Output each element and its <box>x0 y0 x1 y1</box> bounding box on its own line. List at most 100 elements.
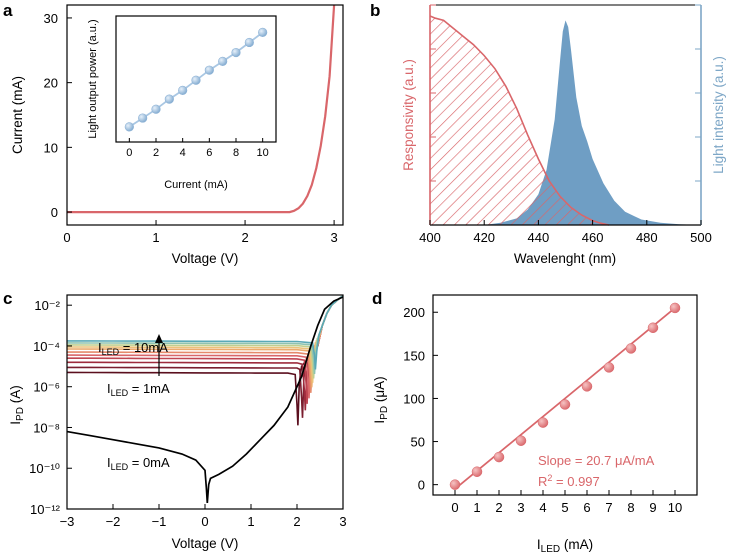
chart-a-inset-xtick-label: 8 <box>233 147 239 159</box>
chart-a-inset-point <box>204 65 214 75</box>
chart-a-inset-point <box>138 113 148 123</box>
chart-c-ticks: −3 −2 −1 0 1 2 3 10⁻¹² 10⁻¹⁰ 10⁻⁸ 10⁻⁶ 10⁻⁴ 10⁻² <box>29 298 346 529</box>
chart-b-xtick-label: 420 <box>473 230 495 245</box>
chart-d-point <box>581 381 593 392</box>
chart-a-inset-point <box>231 47 241 58</box>
chart-c-ytick-label: 10⁻¹⁰ <box>29 461 60 476</box>
chart-a-inset-ylabel: Light output power (a.u.) <box>87 19 99 138</box>
chart-b-xtick-label: 400 <box>419 230 441 245</box>
chart-b-ticks: 400 420 440 460 480 500 <box>419 4 712 245</box>
chart-d-point <box>471 466 483 477</box>
chart-a-ylabel: Current (mA) <box>10 76 25 154</box>
chart-a-xlabel: Voltage (V) <box>172 251 239 266</box>
panel-label-b: b <box>370 1 380 20</box>
chart-c-ylabel: IPD (A) <box>8 385 26 424</box>
chart-a-inset-xtick-label: 4 <box>180 147 186 159</box>
chart-d-point <box>559 399 571 410</box>
chart-d-ylabel: IPD (μA) <box>372 376 390 423</box>
chart-c-xtick-label: 2 <box>293 514 300 529</box>
chart-a-ytick-label: 20 <box>44 76 58 91</box>
chart-c-xtick-label: −3 <box>60 514 75 529</box>
chart-d-xtick-label: 5 <box>561 500 568 515</box>
chart-c-xlabel: Voltage (V) <box>172 536 239 551</box>
chart-d-xtick-label: 1 <box>473 500 480 515</box>
chart-a-inset-point <box>258 27 268 37</box>
annotation-arrow-head <box>155 334 163 343</box>
chart-a-plot-area <box>67 4 336 214</box>
chart-b-ylabel-right: Light intensity (a.u.) <box>711 56 726 174</box>
chart-d-ytick-label: 200 <box>403 305 425 320</box>
chart-c-led-curve <box>67 295 344 370</box>
chart-d-xtick-label: 9 <box>649 500 656 515</box>
chart-b-light-intensity-area <box>484 20 701 226</box>
chart-d-point <box>537 417 549 428</box>
chart-a-inset-xlabel: Current (mA) <box>164 179 228 191</box>
chart-a-inset-point <box>178 85 188 95</box>
chart-d-point <box>515 435 527 446</box>
chart-c-ytick-label: 10⁻⁸ <box>33 420 60 435</box>
chart-c-plot-area <box>66 295 344 503</box>
chart-d-xtick-label: 3 <box>517 500 524 515</box>
chart-b-plot-area <box>429 15 701 226</box>
chart-a-inset-point <box>164 94 174 104</box>
chart-d-r2-text: R2 = 0.997 <box>538 473 600 489</box>
annotation-led-0ma: ILED = 0mA <box>107 455 170 472</box>
chart-a-series-line <box>67 4 336 214</box>
chart-a-inset-xtick-label: 6 <box>206 147 212 159</box>
chart-d-xtick-label: 10 <box>668 500 682 515</box>
chart-d-xtick-label: 0 <box>451 500 458 515</box>
chart-a-inset-point <box>218 56 228 66</box>
annotation-led-1ma: ILED = 1mA <box>107 381 170 398</box>
annotation-led-10ma: ILED = 10mA <box>98 340 168 357</box>
chart-c-dark-curve <box>66 296 344 503</box>
chart-a-xtick-label: 3 <box>330 230 337 245</box>
chart-d-plot-area <box>449 302 681 490</box>
chart-d-xtick-label: 8 <box>627 500 634 515</box>
chart-c-ytick-label: 10⁻⁶ <box>33 380 60 395</box>
chart-d-point <box>669 302 681 314</box>
chart-b-ylabel-left: Responsivity (a.u.) <box>401 59 416 171</box>
chart-b-xtick-label: 460 <box>582 230 604 245</box>
chart-a-inset: 0 2 4 6 8 10 Current (mA) Light output power … <box>87 15 277 191</box>
chart-b: 400 420 440 460 480 500 Wavelenght (nm) Respo… <box>401 4 726 266</box>
chart-b-xtick-label: 480 <box>636 230 658 245</box>
chart-a-xtick-label: 2 <box>241 230 248 245</box>
chart-d-fit-line <box>454 307 676 490</box>
chart-b-xtick-label: 440 <box>528 230 550 245</box>
chart-a-inset-xtick-label: 2 <box>153 147 159 159</box>
chart-d-point <box>647 322 659 334</box>
chart-c-xtick-label: 3 <box>339 514 346 529</box>
chart-b-xtick-label: 500 <box>690 230 712 245</box>
chart-a-inset-point <box>124 122 134 132</box>
chart-d-xtick-label: 6 <box>583 500 590 515</box>
chart-a-xtick-label: 1 <box>152 230 159 245</box>
chart-d-point <box>625 343 637 354</box>
chart-c-ytick-label: 10⁻⁴ <box>33 339 60 354</box>
chart-a-inset-xtick-label: 10 <box>257 147 269 159</box>
chart-c-xtick-label: 0 <box>201 514 208 529</box>
chart-a-inset-ticks: 0 2 4 6 8 10 <box>126 138 269 159</box>
chart-a-ytick-label: 0 <box>51 205 58 220</box>
chart-a-xtick-label: 0 <box>63 230 70 245</box>
chart-a-inset-point <box>151 104 161 114</box>
chart-a-inset-xtick-label: 0 <box>126 147 132 159</box>
chart-c-xtick-label: −1 <box>152 514 167 529</box>
chart-d-ytick-label: 0 <box>418 478 425 493</box>
chart-a-inset-frame <box>115 15 277 143</box>
chart-d-point <box>449 479 461 490</box>
chart-d-ytick-label: 50 <box>411 435 425 450</box>
panel-label-d: d <box>372 289 382 308</box>
chart-b-xlabel: Wavelenght (nm) <box>514 251 616 266</box>
panel-label-a: a <box>3 1 13 20</box>
chart-d-slope-text: Slope = 20.7 μA/mA <box>538 453 655 468</box>
chart-d-xtick-label: 2 <box>495 500 502 515</box>
chart-a-ytick-label: 30 <box>44 11 58 26</box>
chart-c-ytick-label: 10⁻¹² <box>30 502 61 517</box>
chart-d-point <box>493 451 505 463</box>
chart-c-xtick-label: −2 <box>106 514 121 529</box>
